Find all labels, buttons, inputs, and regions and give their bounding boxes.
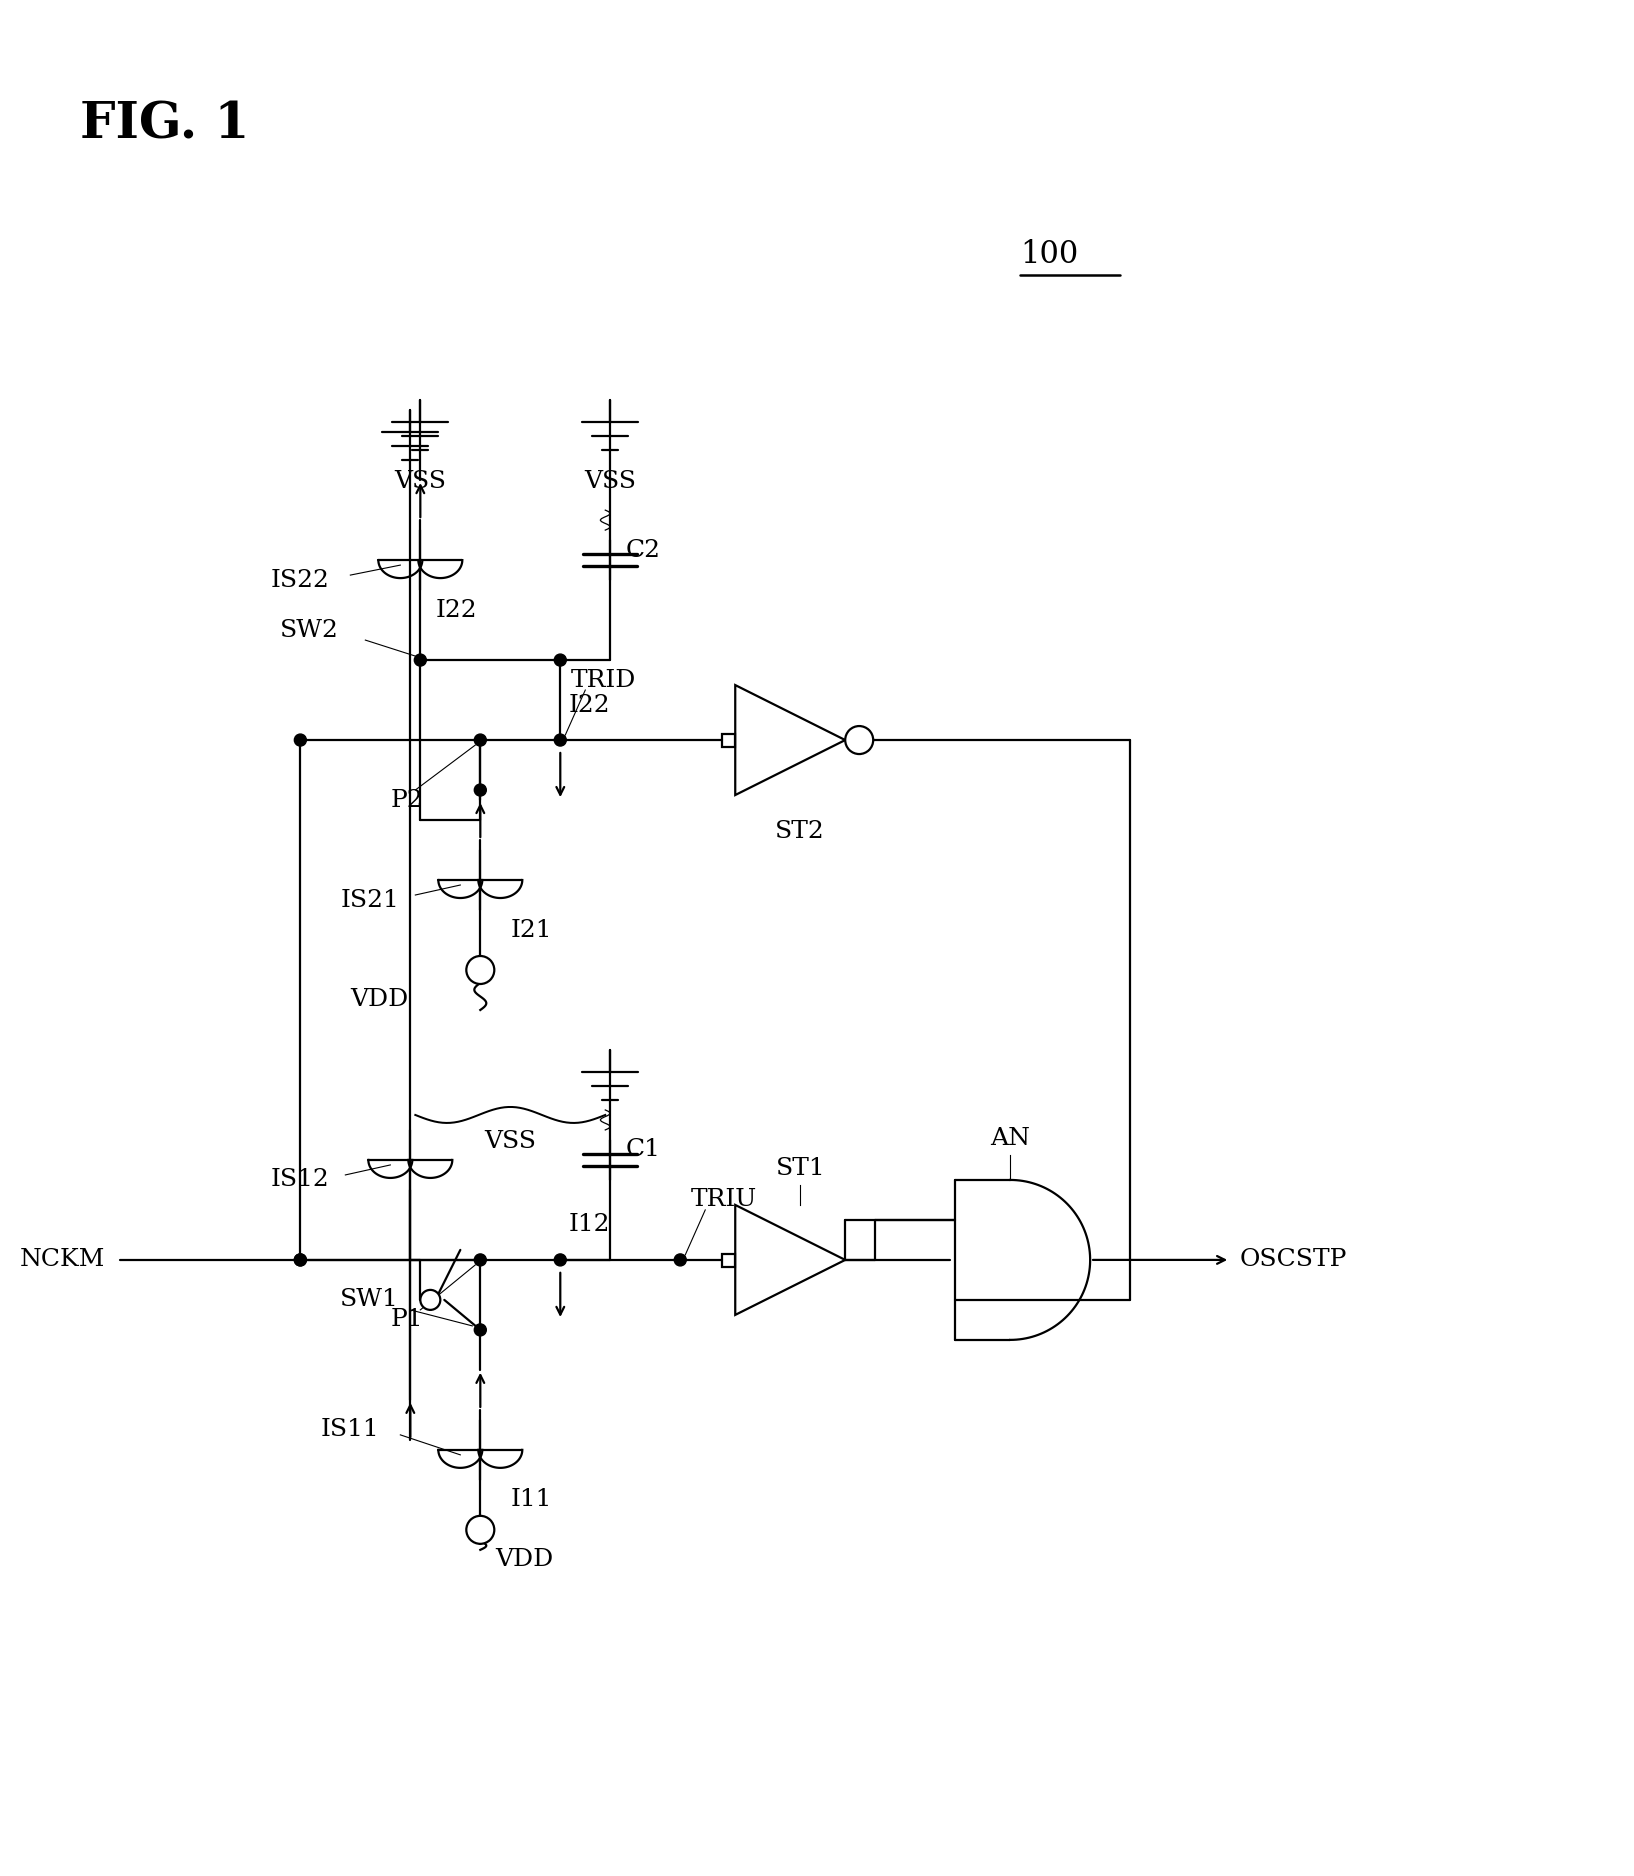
- Text: P2: P2: [391, 788, 423, 812]
- Text: SW2: SW2: [281, 619, 340, 642]
- Circle shape: [294, 1253, 306, 1266]
- Text: I22: I22: [435, 598, 477, 621]
- Text: 100: 100: [1020, 238, 1078, 270]
- Circle shape: [474, 1324, 487, 1336]
- Circle shape: [675, 1253, 686, 1266]
- Circle shape: [554, 734, 567, 747]
- Text: IS22: IS22: [270, 568, 328, 591]
- Circle shape: [415, 655, 426, 666]
- Text: I22: I22: [569, 694, 609, 717]
- Text: VDD: VDD: [495, 1548, 554, 1572]
- Text: C2: C2: [626, 538, 660, 561]
- Text: IS21: IS21: [340, 889, 399, 912]
- Text: VDD: VDD: [350, 989, 408, 1011]
- Text: I12: I12: [569, 1214, 609, 1236]
- Circle shape: [466, 1516, 495, 1544]
- Text: I11: I11: [510, 1488, 552, 1512]
- Text: VSS: VSS: [484, 1129, 536, 1154]
- Text: FIG. 1: FIG. 1: [80, 99, 250, 150]
- Circle shape: [474, 784, 487, 795]
- Circle shape: [420, 1291, 440, 1309]
- Text: IS12: IS12: [270, 1169, 328, 1191]
- Text: I21: I21: [510, 919, 552, 942]
- Text: NCKM: NCKM: [20, 1248, 106, 1272]
- Text: ST1: ST1: [776, 1157, 825, 1180]
- Circle shape: [845, 726, 873, 754]
- Circle shape: [554, 1253, 567, 1266]
- Text: IS11: IS11: [320, 1418, 379, 1441]
- Circle shape: [294, 1253, 306, 1266]
- Bar: [722, 734, 735, 747]
- Text: VSS: VSS: [585, 471, 636, 493]
- Text: AN: AN: [990, 1127, 1029, 1150]
- Circle shape: [474, 1253, 487, 1266]
- Bar: [722, 1253, 735, 1266]
- Circle shape: [294, 734, 306, 747]
- Text: ST2: ST2: [776, 820, 825, 842]
- Circle shape: [474, 734, 487, 747]
- Circle shape: [554, 655, 567, 666]
- Text: TRIU: TRIU: [690, 1188, 757, 1212]
- Text: C1: C1: [626, 1139, 660, 1161]
- Text: SW1: SW1: [340, 1289, 399, 1311]
- Text: OSCSTP: OSCSTP: [1240, 1248, 1348, 1272]
- Text: P1: P1: [391, 1308, 423, 1332]
- Text: TRID: TRID: [570, 668, 636, 692]
- Circle shape: [466, 957, 495, 985]
- Text: VSS: VSS: [394, 471, 446, 493]
